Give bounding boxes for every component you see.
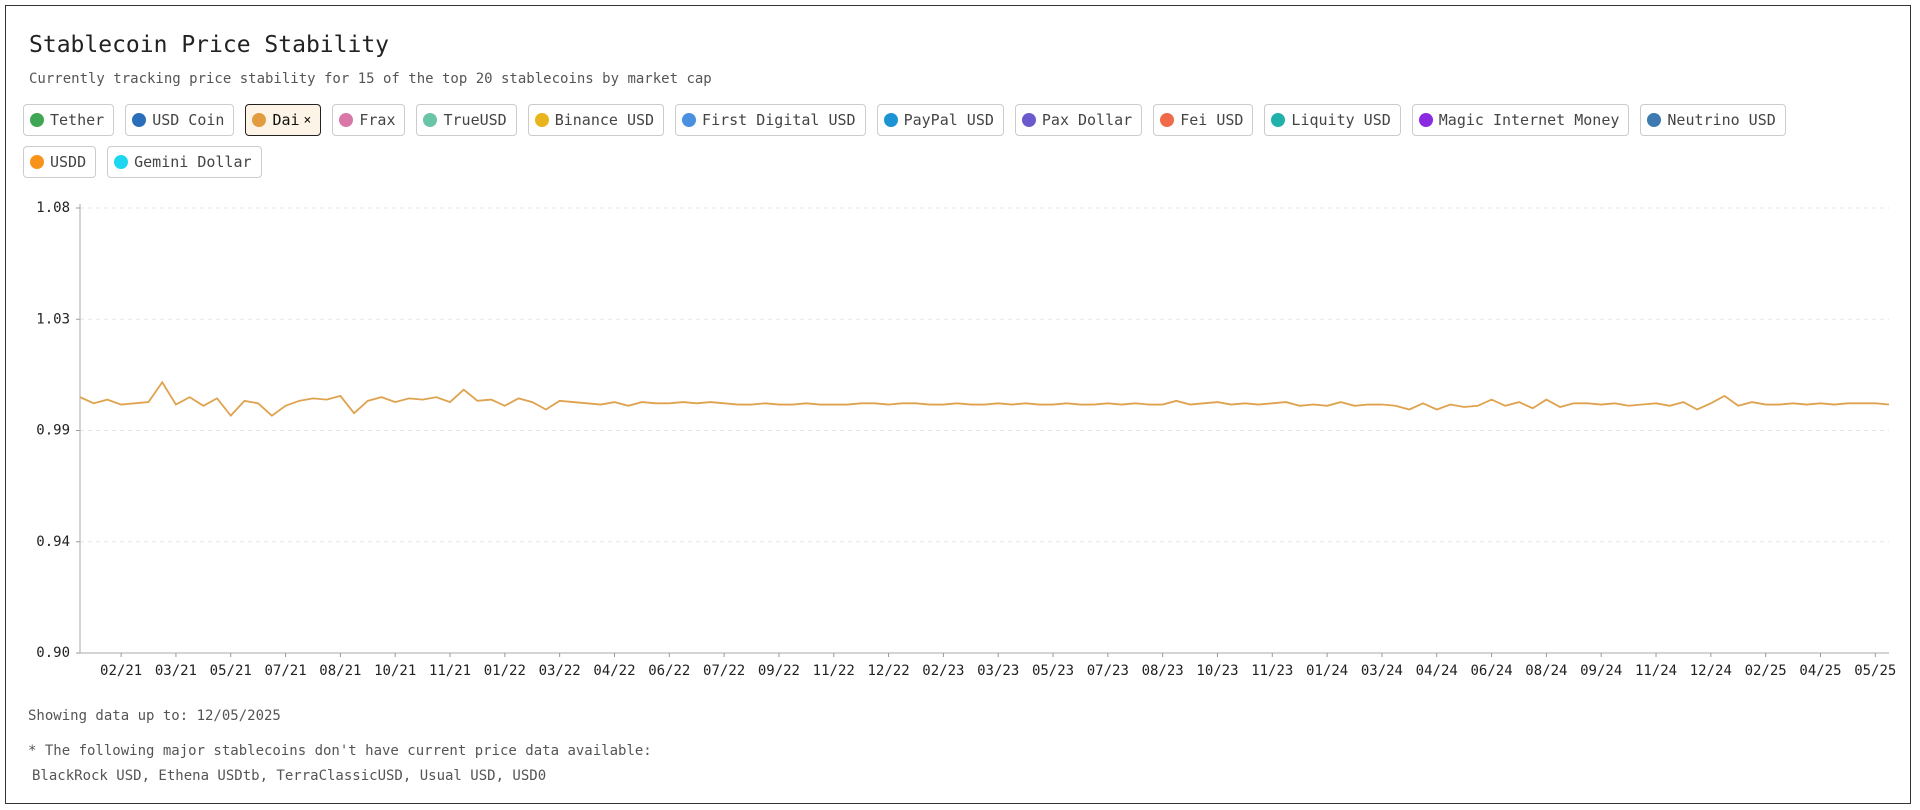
color-dot bbox=[339, 113, 354, 127]
chip-label: Pax Dollar bbox=[1041, 111, 1133, 129]
x-tick-label: 09/22 bbox=[758, 663, 800, 679]
color-dot bbox=[252, 113, 267, 127]
filter-chip[interactable]: Pax Dollar bbox=[1014, 104, 1143, 136]
chip-label: Frax bbox=[359, 111, 396, 129]
x-tick-label: 07/23 bbox=[1087, 663, 1129, 679]
filter-chip[interactable]: Magic Internet Money bbox=[1411, 104, 1630, 136]
chip-label: Fei USD bbox=[1180, 111, 1244, 129]
x-tick-label: 03/22 bbox=[539, 663, 581, 679]
x-tick-label: 07/21 bbox=[264, 663, 306, 679]
chip-label: USD Coin bbox=[152, 111, 225, 129]
subtitle: Currently tracking price stability for 1… bbox=[29, 71, 712, 87]
title: Stablecoin Price Stability bbox=[29, 32, 390, 58]
x-tick-label: 10/21 bbox=[374, 663, 416, 679]
x-tick-label: 10/23 bbox=[1196, 663, 1238, 679]
x-tick-label: 04/22 bbox=[593, 663, 635, 679]
x-tick-label: 05/25 bbox=[1854, 663, 1896, 679]
chip-label: USDD bbox=[50, 153, 87, 171]
x-tick-label: 12/22 bbox=[867, 663, 909, 679]
y-tick-label: 1.03 bbox=[36, 311, 70, 327]
x-tick-label: 11/22 bbox=[813, 663, 855, 679]
x-tick-label: 01/24 bbox=[1306, 663, 1348, 679]
x-tick-label: 07/22 bbox=[703, 663, 745, 679]
x-tick-label: 05/23 bbox=[1032, 663, 1074, 679]
filter-chip[interactable]: First Digital USD bbox=[675, 104, 866, 136]
filter-chip[interactable]: Gemini Dollar bbox=[107, 146, 262, 178]
chip-label: Neutrino USD bbox=[1667, 111, 1776, 129]
x-tick-label: 11/21 bbox=[429, 663, 471, 679]
color-dot bbox=[1418, 113, 1433, 127]
x-tick-label: 02/21 bbox=[100, 663, 142, 679]
chip-label: Gemini Dollar bbox=[134, 153, 252, 171]
color-dot bbox=[30, 155, 44, 169]
color-dot bbox=[114, 155, 129, 169]
x-tick-label: 08/21 bbox=[319, 663, 361, 679]
x-tick-label: 03/23 bbox=[977, 663, 1019, 679]
x-tick-label: 02/23 bbox=[922, 663, 964, 679]
remove-icon[interactable]: × bbox=[303, 112, 312, 128]
filter-chip[interactable]: Binance USD bbox=[527, 104, 665, 136]
chip-label: Magic Internet Money bbox=[1438, 111, 1620, 129]
y-tick-label: 0.94 bbox=[36, 534, 70, 550]
y-tick-label: 1.08 bbox=[36, 200, 70, 216]
filter-chip[interactable]: Tether bbox=[23, 104, 115, 136]
chip-label: Liquity USD bbox=[1291, 111, 1391, 129]
filter-chip[interactable]: Neutrino USD bbox=[1640, 104, 1786, 136]
y-tick-label: 0.99 bbox=[36, 423, 70, 439]
x-tick-label: 03/21 bbox=[155, 663, 197, 679]
x-tick-label: 11/23 bbox=[1251, 663, 1293, 679]
color-dot bbox=[132, 113, 147, 127]
card: Stablecoin Price Stability Currently tra… bbox=[5, 5, 1911, 804]
color-dot bbox=[1271, 113, 1286, 127]
price-line bbox=[79, 380, 1890, 418]
chip-label: Tether bbox=[50, 111, 105, 129]
x-tick-label: 04/25 bbox=[1799, 663, 1841, 679]
x-tick-label: 01/22 bbox=[484, 663, 526, 679]
x-tick-label: 03/24 bbox=[1361, 663, 1403, 679]
filter-chip[interactable]: TrueUSD bbox=[416, 104, 517, 136]
filter-chip[interactable]: Liquity USD bbox=[1264, 104, 1401, 136]
filter-chip[interactable]: Dai × bbox=[245, 104, 322, 136]
color-dot bbox=[1160, 113, 1175, 127]
x-tick-label: 08/23 bbox=[1142, 663, 1184, 679]
color-dot bbox=[534, 113, 549, 127]
missing-list: BlackRock USD, Ethena USDtb, TerraClassi… bbox=[32, 768, 547, 784]
chip-label: TrueUSD bbox=[443, 111, 507, 129]
x-tick-label: 09/24 bbox=[1580, 663, 1622, 679]
x-tick-label: 06/24 bbox=[1470, 663, 1512, 679]
filter-chip[interactable]: USDD bbox=[23, 146, 97, 178]
filter-chip[interactable]: Frax bbox=[332, 104, 406, 136]
note: * The following major stablecoins don't … bbox=[28, 743, 652, 759]
filter-chip[interactable]: Fei USD bbox=[1153, 104, 1254, 136]
x-tick-label: 08/24 bbox=[1525, 663, 1567, 679]
x-tick-label: 02/25 bbox=[1745, 663, 1787, 679]
filter-chip[interactable]: PayPal USD bbox=[876, 104, 1004, 136]
y-tick-label: 0.90 bbox=[36, 645, 70, 661]
color-dot bbox=[423, 113, 438, 127]
color-dot bbox=[883, 113, 898, 127]
color-dot bbox=[1021, 113, 1036, 127]
updated: Showing data up to: 12/05/2025 bbox=[28, 708, 281, 724]
x-tick-label: 06/22 bbox=[648, 663, 690, 679]
color-dot bbox=[30, 113, 44, 127]
chip-label: First Digital USD bbox=[702, 111, 856, 129]
x-tick-label: 12/24 bbox=[1690, 663, 1732, 679]
chip-label: PayPal USD bbox=[903, 111, 994, 129]
color-dot bbox=[1647, 113, 1662, 127]
chip-label: Binance USD bbox=[554, 111, 655, 129]
chip-label: Dai bbox=[272, 111, 300, 129]
color-dot bbox=[682, 113, 697, 127]
x-tick-label: 04/24 bbox=[1416, 663, 1458, 679]
filter-row: Tether USD Coin Dai × Frax TrueUSD Binance USD… bbox=[23, 104, 1786, 136]
x-tick-label: 05/21 bbox=[210, 663, 252, 679]
filter-row: USDD Gemini Dollar bbox=[23, 146, 262, 178]
filter-chip[interactable]: USD Coin bbox=[125, 104, 235, 136]
x-tick-label: 11/24 bbox=[1635, 663, 1677, 679]
